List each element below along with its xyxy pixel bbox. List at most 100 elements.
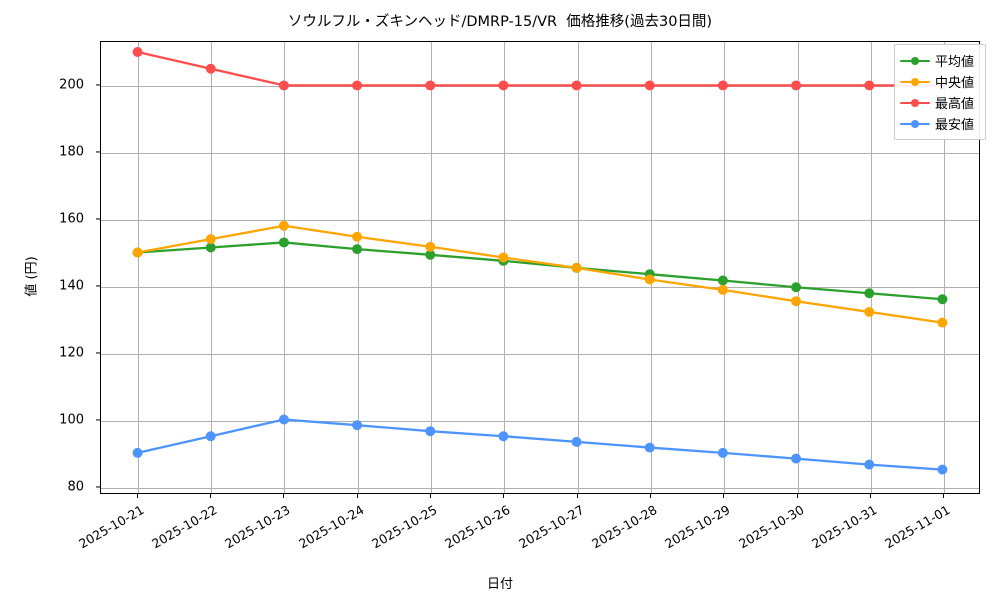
data-point-marker <box>132 247 143 258</box>
y-axis-tick-label: 120 <box>59 345 84 361</box>
series-3 <box>132 47 948 91</box>
series-line <box>136 418 944 471</box>
gridline-vertical <box>137 42 139 493</box>
data-point-marker <box>278 414 289 425</box>
y-axis-tick-label: 140 <box>59 278 84 294</box>
gridline-horizontal <box>101 488 979 490</box>
series-2 <box>132 220 948 328</box>
x-axis-tick-label: 2025-10-23 <box>222 502 293 552</box>
gridline-horizontal <box>101 219 979 221</box>
data-point-marker <box>571 436 582 447</box>
y-axis-tick-mark <box>96 486 100 488</box>
y-axis-tick-label: 160 <box>59 211 84 227</box>
data-point-marker <box>864 306 875 317</box>
x-axis-tick-label: 2025-10-30 <box>735 502 807 552</box>
gridline-horizontal <box>101 421 979 423</box>
data-point-marker <box>498 431 509 442</box>
x-axis-tick-label: 2025-10-26 <box>442 502 513 552</box>
data-point-marker <box>205 234 216 245</box>
x-axis-tick-label: 2025-10-24 <box>295 502 367 552</box>
y-axis-tick-label: 200 <box>59 77 84 93</box>
series-1 <box>132 237 948 305</box>
data-point-marker <box>498 252 509 263</box>
x-axis-tick-label: 2025-11-01 <box>882 502 953 552</box>
data-point-marker <box>352 244 363 255</box>
gridline-vertical <box>211 42 212 493</box>
x-axis-tick-mark <box>136 494 138 498</box>
gridline-horizontal <box>101 286 979 288</box>
x-axis-tick-mark <box>210 494 212 498</box>
data-point-marker <box>937 317 948 328</box>
data-point-marker <box>937 464 948 475</box>
x-axis-tick-mark <box>576 494 578 498</box>
x-axis-tick-label: 2025-10-31 <box>809 502 880 552</box>
data-point-marker <box>791 296 802 307</box>
legend-item-2[interactable]: 中央値 <box>900 71 979 92</box>
data-point-marker <box>425 80 436 91</box>
x-axis-tick-mark <box>870 494 872 498</box>
gridline-vertical <box>357 42 359 493</box>
data-point-marker <box>717 275 728 286</box>
data-point-marker <box>644 442 655 453</box>
legend-item-label: 平均値 <box>935 55 975 70</box>
x-axis-tick-mark <box>430 494 432 498</box>
data-point-marker <box>352 80 363 91</box>
y-axis-tick-mark <box>96 84 100 86</box>
y-axis-tick-label: 180 <box>59 144 84 160</box>
data-point-marker <box>132 47 143 58</box>
gridline-vertical <box>651 42 652 493</box>
y-axis-tick-mark <box>96 285 100 287</box>
data-point-marker <box>278 80 289 91</box>
x-axis-tick-label: 2025-10-22 <box>149 502 220 552</box>
data-point-marker <box>791 80 802 91</box>
y-axis-tick-label: 100 <box>59 412 84 428</box>
data-point-marker <box>278 237 289 248</box>
series-lines <box>132 47 948 475</box>
gridline-vertical <box>871 42 872 493</box>
series-line <box>136 50 944 87</box>
chart-legend: 平均値中央値 最高値 最安値 <box>894 44 986 140</box>
legend-item-3[interactable]: 最高値 <box>900 92 979 113</box>
data-point-marker <box>644 274 655 285</box>
data-point-marker <box>425 426 436 437</box>
y-axis-tick-mark <box>96 352 100 354</box>
x-axis-tick-label: 2025-10-25 <box>369 502 440 552</box>
data-point-marker <box>571 262 582 273</box>
data-point-marker <box>132 447 143 458</box>
x-axis-tick-mark <box>503 494 505 498</box>
x-axis-tick-mark <box>356 494 358 498</box>
legend-item-4[interactable]: 最安値 <box>900 113 979 134</box>
y-axis-tick-mark <box>96 218 100 220</box>
x-axis-tick-mark <box>796 494 798 498</box>
data-point-marker <box>205 431 216 442</box>
series-4 <box>132 414 948 475</box>
data-point-marker <box>425 241 436 252</box>
legend-item-label: 中央値 <box>935 76 975 91</box>
x-axis-tick-label: 2025-10-28 <box>589 502 660 552</box>
data-point-marker <box>717 284 728 295</box>
data-point-marker <box>864 459 875 470</box>
data-point-marker <box>352 231 363 242</box>
gridline-vertical <box>797 42 799 493</box>
gridline-vertical <box>724 42 726 493</box>
legend-item-1[interactable]: 平均値 <box>900 50 979 71</box>
gridline-vertical <box>284 42 286 493</box>
page-title: ソウルフル・ズキンヘッド/DMRP-15/VR 価格推移(過去30日間) <box>287 14 713 30</box>
x-axis-tick-mark <box>650 494 652 498</box>
gridline-horizontal <box>101 354 979 356</box>
plot-area <box>100 41 980 494</box>
gridline-vertical <box>944 42 946 493</box>
data-point-marker <box>937 294 948 305</box>
x-axis-tick-mark <box>943 494 945 498</box>
data-point-marker <box>352 420 363 431</box>
data-point-marker <box>498 80 509 91</box>
x-axis-tick-label: 2025-10-29 <box>662 502 733 552</box>
gridline-vertical <box>504 42 506 493</box>
legend-swatch-icon <box>900 75 930 89</box>
data-point-marker <box>205 242 216 253</box>
data-point-marker <box>791 453 802 464</box>
legend-swatch-icon <box>900 96 930 110</box>
data-point-marker <box>205 63 216 74</box>
data-point-marker <box>864 80 875 91</box>
